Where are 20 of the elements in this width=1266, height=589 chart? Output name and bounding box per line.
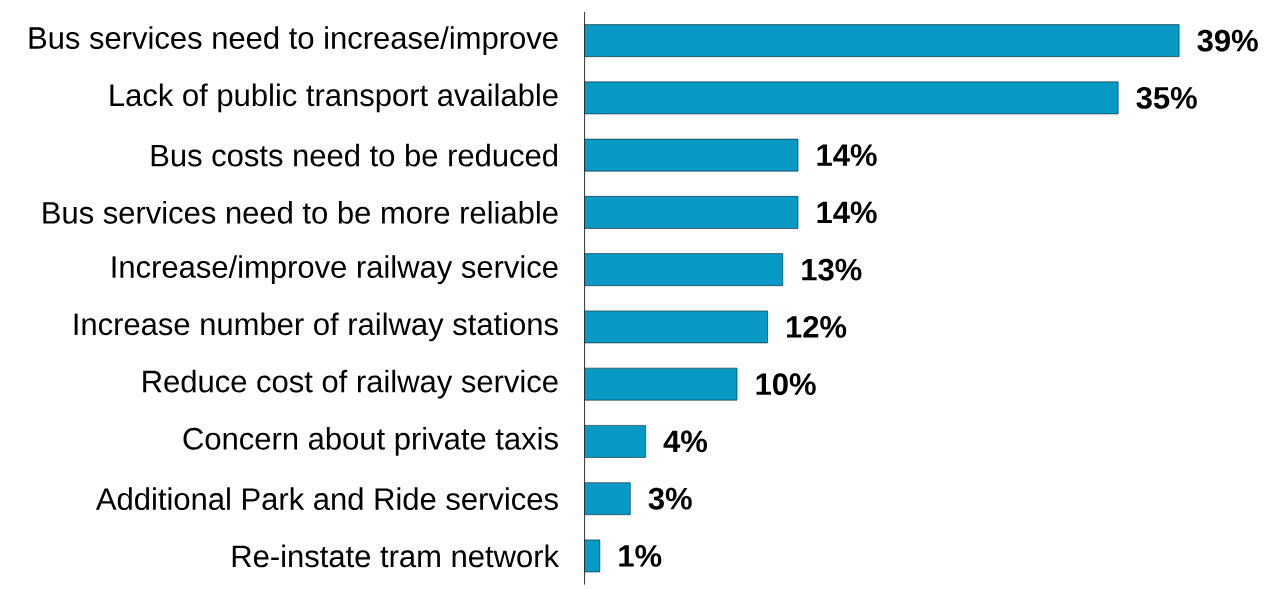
y-tick-label: Concern about private taxis <box>183 427 558 457</box>
data-label: 39% <box>1197 29 1258 52</box>
data-label: 12% <box>786 316 847 339</box>
data-label: 10% <box>756 373 816 396</box>
y-tick-label: Bus services need to be more reliable <box>43 201 558 224</box>
data-label: 13% <box>802 258 862 281</box>
data-label: 4% <box>663 430 708 453</box>
y-tick-label: Additional Park and Ride services <box>95 487 558 511</box>
y-tick-label: Reduce cost of railway service <box>143 369 558 399</box>
y-tick-label: Bus costs need to be reduced <box>151 143 558 167</box>
y-tick-label: Increase number of railway stations <box>74 312 558 342</box>
y-tick-label: Increase/improve railway service <box>112 255 558 285</box>
data-label: 14% <box>817 144 877 167</box>
y-tick-label: Re-instate tram network <box>232 544 560 568</box>
data-label: 35% <box>1136 87 1197 110</box>
y-tick-label: Lack of public transport available <box>110 83 558 113</box>
y-tick-label: Bus services need to increase/improve <box>29 26 558 56</box>
data-label: 1% <box>619 545 662 568</box>
data-label: 3% <box>648 487 692 510</box>
data-label: 14% <box>817 201 877 224</box>
